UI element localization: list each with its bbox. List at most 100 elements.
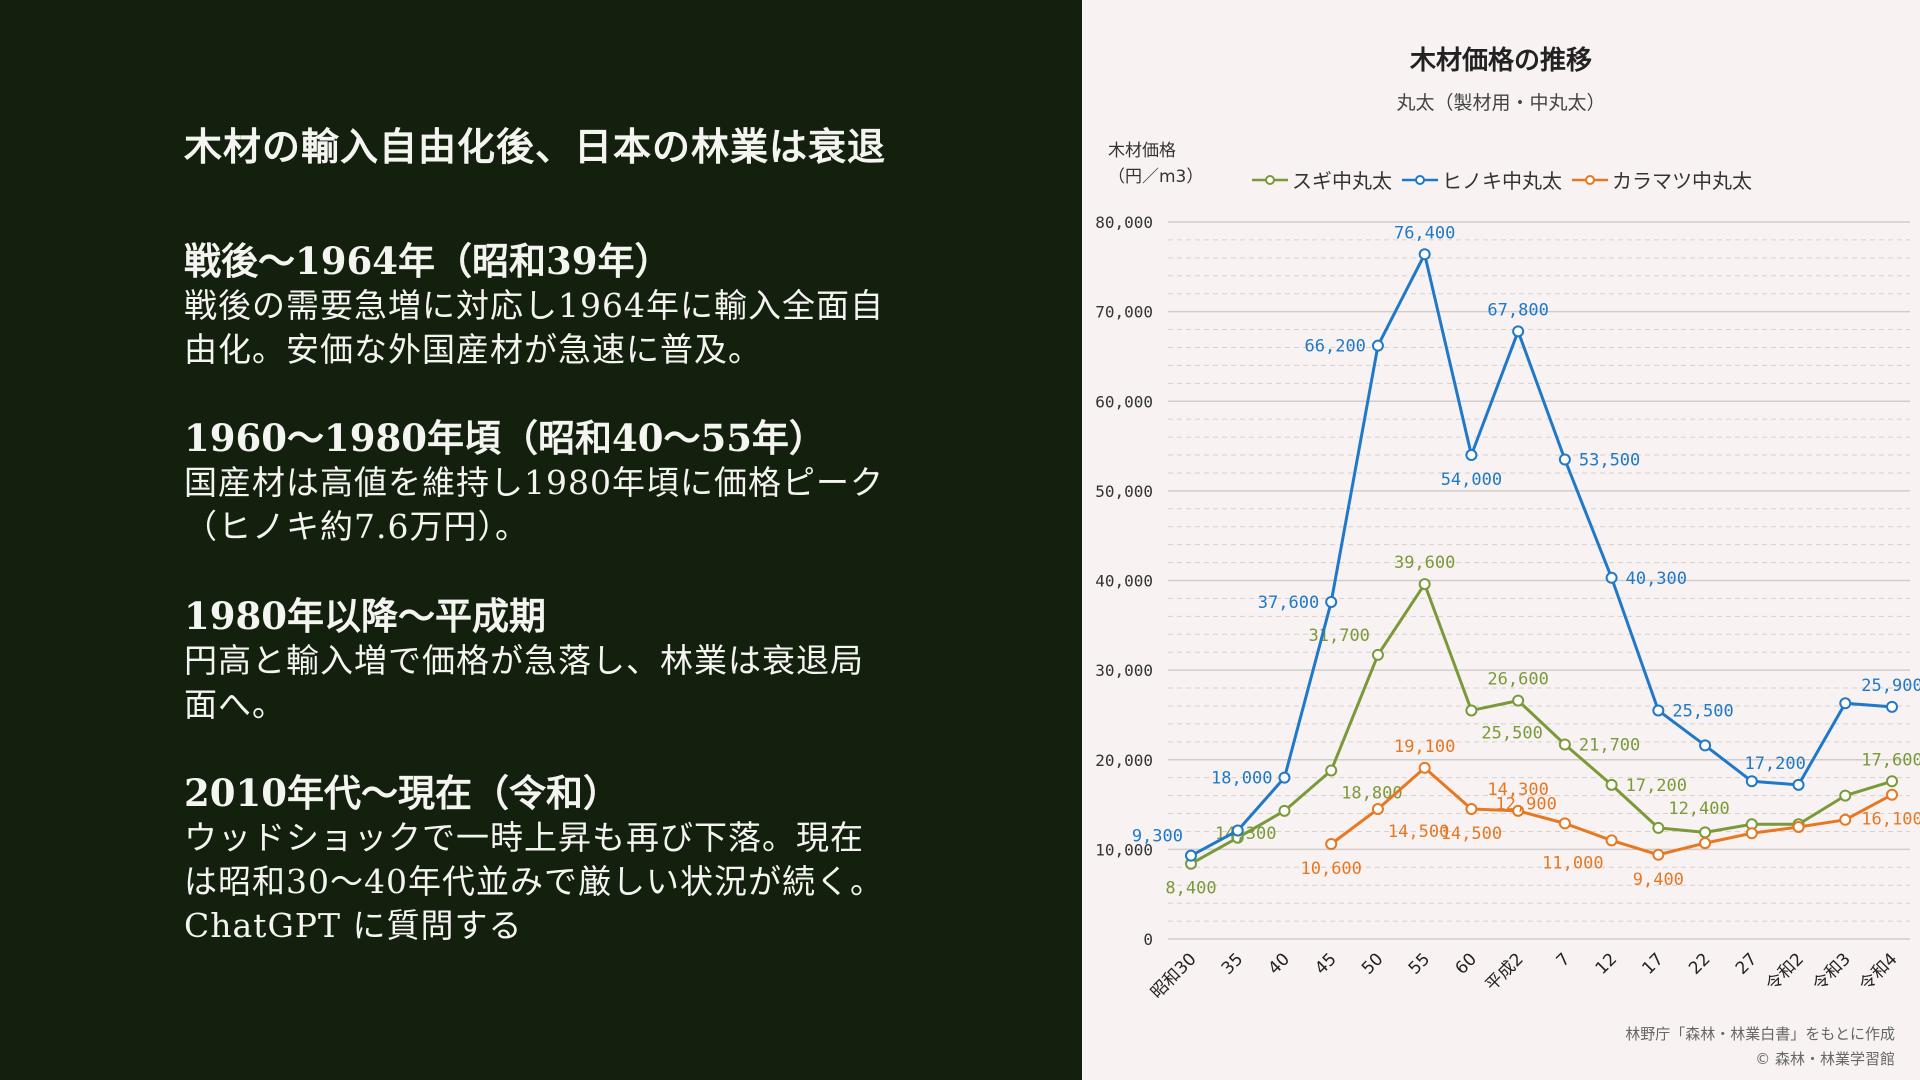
- legend-marker-icon: [1572, 174, 1608, 185]
- x-tick-label: 50: [1358, 949, 1387, 978]
- data-point: [1652, 848, 1665, 861]
- x-tick-label: 昭和30: [1147, 949, 1200, 1002]
- section-decline: 1980年以降〜平成期 円高と輸入増で価格が急落し、林業は衰退局 面へ。: [184, 593, 924, 727]
- data-point: [1512, 694, 1525, 707]
- data-point: [1418, 248, 1431, 261]
- legend-item-hinoki: ヒノキ中丸太: [1402, 165, 1562, 194]
- source-line: 林野庁「森林・林業白書」をもとに作成: [1625, 1025, 1895, 1043]
- data-point: [1512, 325, 1525, 338]
- legend-label: ヒノキ中丸太: [1442, 169, 1562, 193]
- legend: スギ中丸太 ヒノキ中丸太 カラマツ中丸太: [1252, 165, 1752, 194]
- x-tick-label: 17: [1638, 949, 1667, 978]
- data-label: 18,000: [1211, 769, 1272, 789]
- data-point: [1699, 826, 1712, 839]
- legend-label: カラマツ中丸太: [1612, 169, 1752, 193]
- data-label: 16,100: [1861, 810, 1920, 830]
- data-point: [1325, 764, 1338, 777]
- section-heading: 1980年以降〜平成期: [184, 594, 546, 638]
- data-label: 12,400: [1668, 799, 1729, 819]
- data-point: [1839, 697, 1852, 710]
- data-point: [1886, 700, 1898, 713]
- data-label: 14,300: [1487, 780, 1548, 800]
- data-label: 17,600: [1861, 750, 1920, 770]
- data-point: [1745, 827, 1758, 840]
- data-label: 11,000: [1542, 853, 1603, 873]
- data-point: [1886, 788, 1898, 801]
- data-label: 76,400: [1394, 223, 1455, 243]
- data-point: [1699, 739, 1712, 752]
- section-body-line: 国産材は高値を維持し1980年頃に価格ピーク: [184, 463, 884, 502]
- data-point: [1558, 817, 1571, 830]
- x-tick-label: 令和3: [1809, 949, 1855, 995]
- legend-label: スギ中丸太: [1292, 169, 1392, 193]
- y-axis-label-line: 木材価格: [1108, 141, 1176, 161]
- section-heading: 戦後〜1964年（昭和39年）: [184, 239, 672, 283]
- data-label: 54,000: [1441, 470, 1502, 490]
- data-point: [1605, 778, 1618, 791]
- legend-item-sugi: スギ中丸太: [1252, 165, 1392, 194]
- section-heading: 2010年代〜現在（令和）: [184, 771, 620, 815]
- section-peak: 1960〜1980年頃（昭和40〜55年） 国産材は高値を維持し1980年頃に価…: [184, 415, 924, 549]
- data-label: 14,500: [1388, 822, 1449, 842]
- y-tick-label: 20,000: [1095, 751, 1153, 770]
- data-point: [1652, 704, 1665, 717]
- data-point: [1325, 596, 1338, 609]
- data-point: [1745, 775, 1758, 788]
- data-label: 18,800: [1341, 784, 1402, 804]
- y-tick-label: 80,000: [1095, 213, 1153, 232]
- data-label: 53,500: [1579, 451, 1640, 471]
- x-tick-label: 令和4: [1856, 949, 1902, 995]
- data-point: [1465, 449, 1478, 462]
- section-present: 2010年代〜現在（令和） ウッドショックで一時上昇も再び下落。現在 は昭和30…: [184, 770, 924, 948]
- y-tick-label: 70,000: [1095, 303, 1153, 322]
- x-tick-label: 7: [1553, 949, 1575, 971]
- slide-title: 木材の輸入自由化後、日本の林業は衰退: [184, 124, 887, 169]
- data-label: 14,300: [1215, 824, 1276, 844]
- data-label: 8,400: [1165, 879, 1216, 899]
- y-tick-label: 50,000: [1095, 482, 1153, 501]
- chart-panel: 0 10,000 20,000 30,000 40,000 50,000 60,000 70,…: [1082, 0, 1920, 1080]
- y-axis-label-line: （円／m3）: [1108, 167, 1204, 187]
- data-label: 14,500: [1441, 824, 1502, 844]
- section-heading: 1960〜1980年頃（昭和40〜55年）: [184, 416, 826, 460]
- section-postwar: 戦後〜1964年（昭和39年） 戦後の需要急増に対応し1964年に輸入全面自 由…: [184, 238, 924, 372]
- series-line: [1190, 582, 1893, 866]
- data-label: 10,600: [1300, 859, 1361, 879]
- data-label: 26,600: [1487, 670, 1548, 690]
- x-tick-label: 40: [1265, 949, 1294, 978]
- section-body-line: （ヒノキ約7.6万円）。: [184, 507, 529, 546]
- data-point: [1371, 803, 1384, 816]
- section-body-line: 由化。安価な外国産材が急速に普及。: [184, 330, 762, 369]
- data-label: 25,500: [1481, 723, 1542, 743]
- data-point: [1605, 571, 1618, 584]
- data-point: [1418, 578, 1431, 591]
- data-point: [1465, 704, 1478, 717]
- legend-item-karamatsu: カラマツ中丸太: [1572, 165, 1752, 194]
- y-tick-label: 10,000: [1095, 840, 1153, 859]
- x-tick-label: 22: [1685, 949, 1714, 978]
- chart-subtitle: 丸太（製材用・中丸太）: [1396, 92, 1606, 114]
- source-note: 林野庁「森林・林業白書」をもとに作成 © 森林・林業学習館: [1625, 1022, 1895, 1072]
- chatgpt-link[interactable]: ChatGPT に質問する: [184, 906, 523, 945]
- data-label: 40,300: [1626, 569, 1687, 589]
- x-tick-label: 27: [1732, 949, 1761, 978]
- y-axis-label: 木材価格 （円／m3）: [1108, 138, 1203, 190]
- data-label: 9,300: [1132, 827, 1183, 847]
- x-tick-label: 平成2: [1482, 949, 1528, 995]
- data-point: [1558, 453, 1571, 466]
- data-point: [1792, 778, 1805, 791]
- data-label: 17,200: [1626, 776, 1687, 796]
- section-body-line: ウッドショックで一時上昇も再び下落。現在: [184, 818, 864, 857]
- data-point: [1465, 803, 1478, 816]
- data-label: 31,700: [1309, 626, 1370, 646]
- data-label: 9,400: [1633, 870, 1684, 890]
- x-tick-label: 35: [1218, 949, 1247, 978]
- data-point: [1652, 821, 1665, 834]
- data-label: 19,100: [1394, 737, 1455, 757]
- x-tick-label: 令和2: [1762, 949, 1808, 995]
- y-tick-label: 40,000: [1095, 572, 1153, 591]
- data-label: 25,900: [1861, 676, 1920, 696]
- section-body-line: は昭和30〜40年代並みで厳しい状況が続く。: [184, 862, 884, 901]
- legend-marker-icon: [1402, 174, 1438, 185]
